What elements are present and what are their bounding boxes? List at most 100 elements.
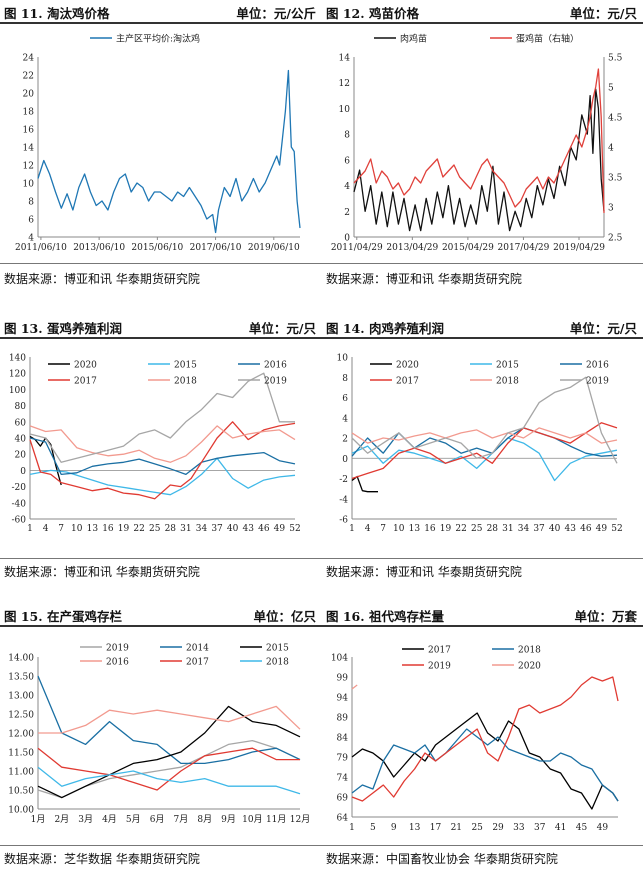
series-line-2014 bbox=[37, 675, 301, 765]
series-line-2015 bbox=[29, 457, 296, 496]
y-tick-label: 10 bbox=[23, 180, 35, 190]
y-tick-label: 99 bbox=[337, 674, 349, 684]
series-line-2018 bbox=[351, 728, 619, 802]
x-tick-label: 2019/04/29 bbox=[553, 243, 605, 253]
chart-header: 图 14. 肉鸡养殖利润 单位：元/只 bbox=[322, 315, 643, 339]
x-tick-label: 1月 bbox=[31, 814, 46, 825]
x-tick-label: 2015/04/29 bbox=[442, 243, 494, 253]
legend-label: 2017 bbox=[74, 377, 97, 387]
legend-label: 蛋鸡苗（右轴） bbox=[516, 33, 579, 45]
chart-title: 图 11. 淘汰鸡价格 bbox=[4, 6, 110, 21]
y-tick-label: -2 bbox=[339, 475, 348, 485]
x-tick-label: 13 bbox=[409, 823, 421, 833]
x-tick-label: 46 bbox=[580, 524, 592, 534]
legend-label: 2016 bbox=[264, 361, 287, 371]
legend-label: 2019 bbox=[264, 377, 287, 387]
y-tick-label: 14.00 bbox=[8, 654, 34, 664]
y-tick-label: 6 bbox=[344, 156, 350, 166]
x-tick-label: 49 bbox=[597, 823, 609, 833]
x-tick-label: 17 bbox=[430, 823, 442, 833]
x-tick-label: 52 bbox=[289, 524, 300, 534]
x-tick-label: 13 bbox=[87, 524, 99, 534]
legend-label: 2019 bbox=[428, 662, 451, 672]
y-tick-label: 10.50 bbox=[8, 787, 34, 797]
data-source: 数据来源：博亚和讯 华泰期货研究院 bbox=[4, 565, 200, 579]
y-tick-label: -6 bbox=[339, 516, 348, 526]
y-tick-label: 84 bbox=[337, 734, 349, 744]
y-tick-label: 14 bbox=[23, 144, 35, 154]
x-tick-label: 2月 bbox=[54, 814, 69, 825]
panel-fig12: 图 12. 鸡苗价格 单位：元/只 0 2 4 6 8 10 12 14 2.5 3 3.5 4 4.5… bbox=[322, 0, 643, 292]
panel-fig16: 图 16. 祖代鸡存栏量 单位：万套 64 69 74 79 84 89 94 99 104 1 5… bbox=[322, 603, 643, 878]
legend-label: 2015 bbox=[266, 644, 289, 654]
x-tick-label: 2011/06/10 bbox=[15, 243, 67, 253]
y-tick-label: 64 bbox=[337, 814, 349, 824]
series-line-2017 bbox=[351, 712, 619, 810]
y-tick-label: 0 bbox=[20, 467, 26, 477]
x-tick-label: 4 bbox=[365, 524, 371, 534]
x-tick-label: 21 bbox=[451, 823, 462, 833]
x-tick-label: 2011/04/29 bbox=[331, 243, 383, 253]
x-tick-label: 2013/06/10 bbox=[73, 243, 125, 253]
chart-fig11: 4 6 8 10 12 14 16 18 20 22 24 2011/06/10 2013/06/10 2… bbox=[15, 33, 301, 253]
y-tick-label: 0 bbox=[344, 234, 350, 244]
series-line-蛋鸡苗（右轴） bbox=[353, 68, 605, 214]
x-tick-label: 16 bbox=[102, 524, 114, 534]
legend-label: 2015 bbox=[174, 361, 197, 371]
series-line-2018 bbox=[37, 766, 301, 795]
y2-tick-label: 4.5 bbox=[608, 114, 623, 124]
x-tick-label: 9月 bbox=[221, 814, 236, 825]
x-tick-label: 25 bbox=[149, 524, 161, 534]
x-tick-label: 43 bbox=[243, 524, 255, 534]
x-tick-label: 2017/04/29 bbox=[498, 243, 550, 253]
legend-label: 2018 bbox=[518, 646, 541, 656]
legend-label: 2018 bbox=[266, 658, 289, 668]
legend-label: 2019 bbox=[586, 377, 609, 387]
panel-fig13: 图 13. 蛋鸡养殖利润 单位：元/只 -60 -40 -20 0 20 40 60 80 10… bbox=[0, 315, 322, 585]
chart-title: 图 14. 肉鸡养殖利润 bbox=[326, 321, 444, 336]
series-line-2017 bbox=[351, 422, 618, 480]
legend-label: 2016 bbox=[586, 361, 609, 371]
panel-fig11: 图 11. 淘汰鸡价格 单位：元/公斤 4 6 8 10 12 14 16 18 20 22 24 2… bbox=[0, 0, 322, 292]
data-source: 数据来源：博亚和讯 华泰期货研究院 bbox=[326, 272, 522, 286]
chart-unit: 单位：元/只 bbox=[569, 321, 637, 336]
legend-label: 2017 bbox=[428, 646, 451, 656]
x-tick-label: 7 bbox=[380, 524, 386, 534]
chart-title: 图 12. 鸡苗价格 bbox=[326, 6, 419, 21]
x-tick-label: 16 bbox=[424, 524, 436, 534]
x-tick-label: 40 bbox=[227, 524, 239, 534]
x-tick-label: 29 bbox=[492, 823, 504, 833]
chart-fig15: 10.00 10.50 11.00 11.50 12.00 12.50 13.00 13.50… bbox=[8, 644, 310, 826]
series-line-2020 bbox=[29, 435, 62, 486]
data-source: 数据来源：博亚和讯 华泰期货研究院 bbox=[4, 272, 200, 286]
x-tick-label: 52 bbox=[611, 524, 622, 534]
y-tick-label: 13.50 bbox=[8, 673, 34, 683]
chart-title: 图 16. 祖代鸡存栏量 bbox=[326, 609, 444, 624]
x-tick-label: 37 bbox=[211, 524, 223, 534]
y2-tick-label: 5 bbox=[608, 84, 614, 94]
legend-label: 2018 bbox=[496, 377, 519, 387]
y-tick-label: 140 bbox=[9, 354, 26, 364]
x-tick-label: 5 bbox=[370, 823, 376, 833]
x-tick-label: 40 bbox=[549, 524, 561, 534]
y-tick-label: 24 bbox=[23, 54, 35, 64]
legend-label: 2019 bbox=[106, 644, 129, 654]
chart-fig16: 64 69 74 79 84 89 94 99 104 1 5 9 13 17 21 25 29 33 37 41 45… bbox=[331, 646, 619, 833]
y-tick-label: 11.50 bbox=[8, 749, 34, 759]
y2-tick-label: 2.5 bbox=[608, 234, 623, 244]
x-tick-label: 1 bbox=[349, 823, 355, 833]
series-line-2020 bbox=[351, 684, 358, 690]
x-tick-label: 10 bbox=[393, 524, 405, 534]
chart-fig13: -60 -40 -20 0 20 40 60 80 100 120 140 1 4 7 10 13 16 19 22… bbox=[9, 354, 301, 535]
y2-tick-label: 3.5 bbox=[608, 174, 623, 184]
chart-header: 图 16. 祖代鸡存栏量 单位：万套 bbox=[322, 603, 643, 627]
y-tick-label: 10 bbox=[339, 105, 351, 115]
x-tick-label: 10月 bbox=[242, 814, 262, 825]
legend-label: 主产区平均价:淘汰鸡 bbox=[116, 33, 200, 45]
x-tick-label: 34 bbox=[518, 524, 530, 534]
x-tick-label: 49 bbox=[596, 524, 608, 534]
legend-label: 2017 bbox=[396, 377, 419, 387]
y-tick-label: 6 bbox=[28, 216, 34, 226]
chart-header: 图 15. 在产蛋鸡存栏 单位：亿只 bbox=[0, 603, 322, 627]
